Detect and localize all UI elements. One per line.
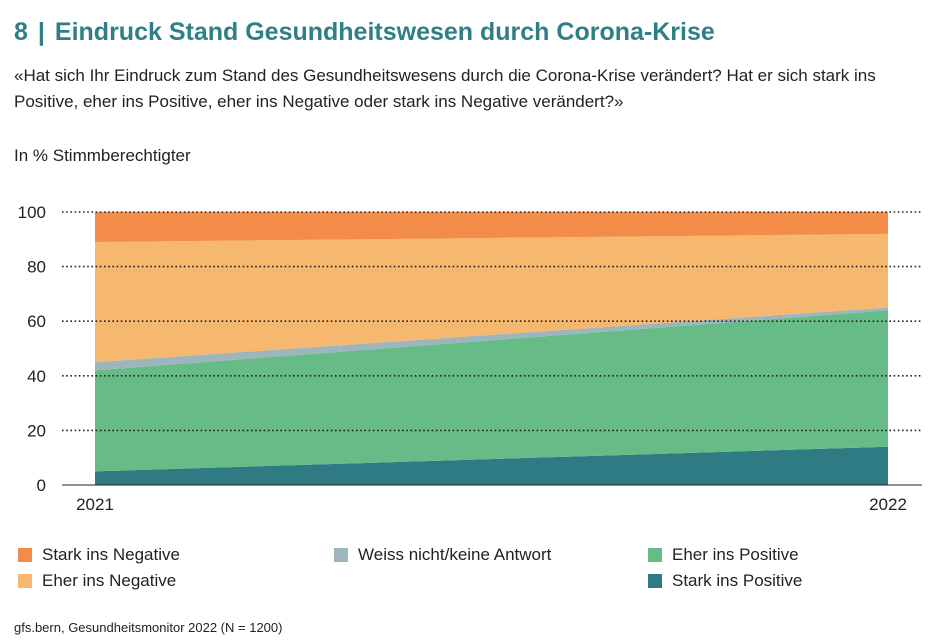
- legend-item-stark-positive: Stark ins Positive: [648, 571, 802, 591]
- legend-swatch: [18, 548, 32, 562]
- stacked-area-chart: 0 20 40 60 80 100 2021 2022: [18, 203, 922, 514]
- legend-swatch: [648, 574, 662, 588]
- x-tick-label: 2021: [76, 495, 114, 514]
- legend-label: Stark ins Positive: [672, 571, 803, 590]
- legend-item-weiss-nicht: Weiss nicht/keine Antwort: [334, 545, 551, 565]
- legend-item-stark-negative: Stark ins Negative: [18, 545, 180, 565]
- unit-label: In % Stimmberechtigter: [14, 146, 191, 165]
- legend-swatch: [648, 548, 662, 562]
- chart-title: 8 | Eindruck Stand Gesundheitswesen durch …: [14, 18, 715, 47]
- legend-label: Weiss nicht/keine Antwort: [358, 545, 552, 564]
- legend-swatch: [334, 548, 348, 562]
- legend-item-eher-positive: Eher ins Positive: [648, 545, 799, 565]
- y-tick-label: 80: [27, 258, 46, 277]
- area-weiss-nicht-keine-antwort: [95, 307, 888, 371]
- y-tick-label: 0: [37, 476, 46, 495]
- source-note: gfs.bern, Gesundheitsmonitor 2022 (N = 1…: [14, 620, 283, 635]
- area-stark-ins-negative: [95, 212, 888, 243]
- area-stark-ins-positive: [95, 446, 888, 485]
- title-separator: |: [37, 18, 45, 46]
- legend-label: Eher ins Positive: [672, 545, 799, 564]
- chart-number: 8: [14, 18, 28, 46]
- x-tick-label: 2022: [869, 495, 907, 514]
- y-tick-label: 20: [27, 421, 46, 440]
- legend-swatch: [18, 574, 32, 588]
- legend-label: Eher ins Negative: [42, 571, 177, 590]
- y-tick-label: 60: [27, 312, 46, 331]
- y-tick-label: 100: [18, 203, 46, 222]
- survey-question: «Hat sich Ihr Eindruck zum Stand des Ges…: [14, 66, 876, 111]
- legend-label: Stark ins Negative: [42, 545, 180, 564]
- chart-title-text: Eindruck Stand Gesundheitswesen durch Co…: [54, 18, 715, 46]
- y-tick-label: 40: [27, 367, 46, 386]
- legend-item-eher-negative: Eher ins Negative: [18, 571, 176, 591]
